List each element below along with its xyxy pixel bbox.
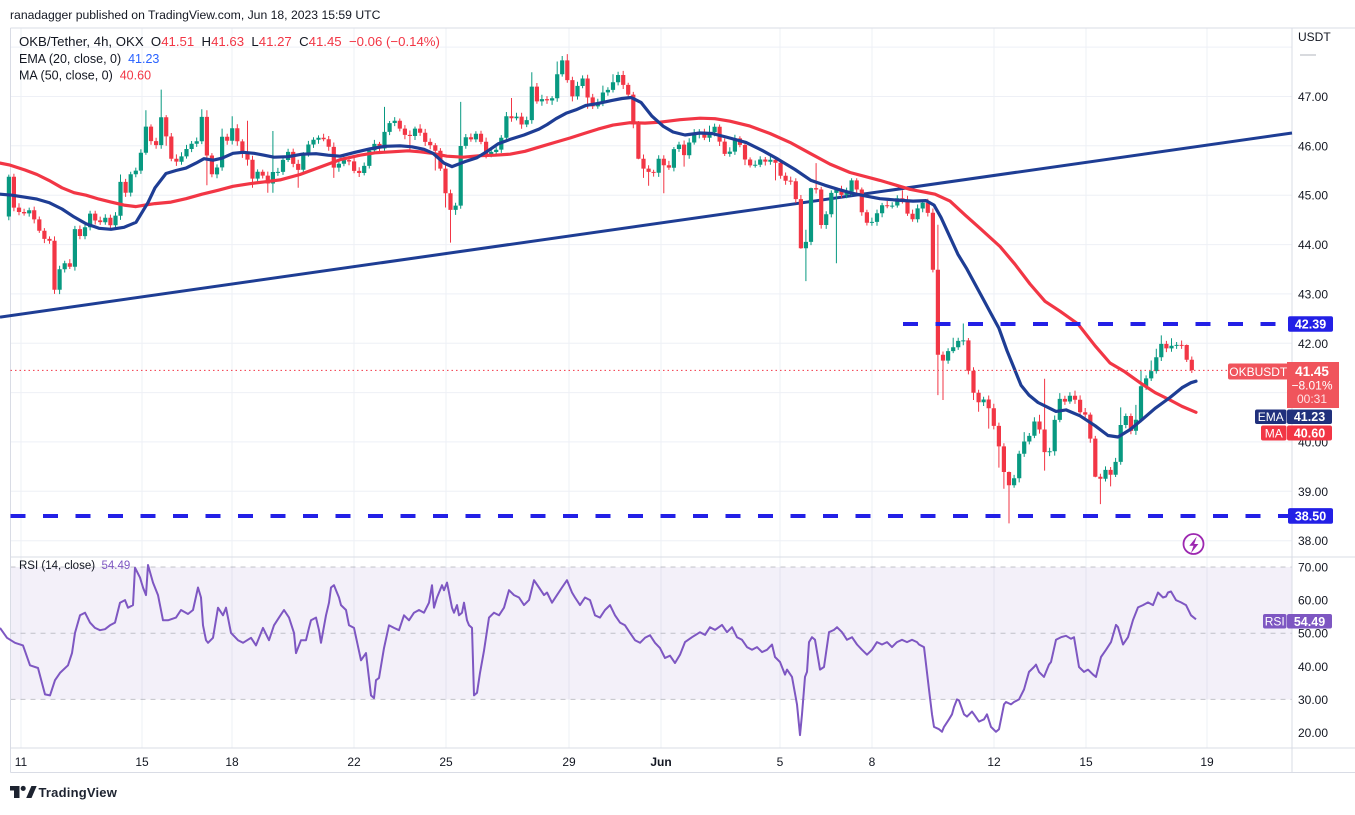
svg-text:OKBUSDT: OKBUSDT: [1229, 365, 1288, 379]
svg-text:RSI (14, close) 54.49: RSI (14, close) 54.49: [19, 560, 130, 572]
svg-text:38.50: 38.50: [1295, 510, 1326, 524]
svg-text:15: 15: [135, 755, 149, 769]
svg-text:MA (50, close, 0) 40.60: MA (50, close, 0) 40.60: [19, 69, 151, 83]
svg-text:50.00: 50.00: [1298, 627, 1328, 641]
svg-text:ranadagger published on Tradin: ranadagger published on TradingView.com,…: [10, 8, 381, 22]
svg-text:30.00: 30.00: [1298, 693, 1328, 707]
svg-text:45.00: 45.00: [1298, 189, 1328, 203]
svg-text:46.00: 46.00: [1298, 139, 1328, 153]
svg-text:42.00: 42.00: [1298, 337, 1328, 351]
svg-text:47.00: 47.00: [1298, 90, 1328, 104]
svg-text:40.00: 40.00: [1298, 660, 1328, 674]
svg-text:15: 15: [1079, 755, 1093, 769]
svg-text:USDT: USDT: [1298, 30, 1331, 44]
svg-text:MA: MA: [1265, 426, 1283, 440]
svg-text:41.45: 41.45: [1295, 364, 1329, 379]
svg-text:44.00: 44.00: [1298, 238, 1328, 252]
svg-text:OKB/Tether, 4h, OKX O41.51 H: OKB/Tether, 4h, OKX O41.51 H41.63 L41.27…: [19, 34, 440, 49]
svg-text:41.23: 41.23: [1294, 410, 1325, 424]
svg-text:42.39: 42.39: [1295, 318, 1326, 332]
svg-text:20.00: 20.00: [1298, 726, 1328, 740]
svg-text:22: 22: [347, 755, 361, 769]
svg-text:5: 5: [777, 755, 784, 769]
svg-text:EMA: EMA: [1258, 410, 1284, 424]
svg-text:29: 29: [562, 755, 576, 769]
svg-text:70.00: 70.00: [1298, 561, 1328, 575]
svg-text:TradingView: TradingView: [39, 785, 118, 800]
svg-text:54.49: 54.49: [1294, 615, 1325, 629]
svg-text:43.00: 43.00: [1298, 287, 1328, 301]
svg-text:40.60: 40.60: [1294, 427, 1325, 441]
svg-text:39.00: 39.00: [1298, 485, 1328, 499]
svg-text:11: 11: [15, 755, 28, 769]
svg-text:RSI: RSI: [1265, 615, 1285, 629]
svg-text:00:31: 00:31: [1297, 392, 1327, 406]
svg-text:EMA (20, close, 0) 41.23: EMA (20, close, 0) 41.23: [19, 52, 159, 66]
svg-text:60.00: 60.00: [1298, 594, 1328, 608]
svg-text:8: 8: [869, 755, 876, 769]
svg-text:18: 18: [225, 755, 239, 769]
svg-text:12: 12: [987, 755, 1001, 769]
svg-text:38.00: 38.00: [1298, 534, 1328, 548]
svg-text:19: 19: [1200, 755, 1214, 769]
svg-text:25: 25: [439, 755, 453, 769]
svg-text:Jun: Jun: [650, 755, 671, 769]
svg-text:−8.01%: −8.01%: [1291, 379, 1332, 393]
